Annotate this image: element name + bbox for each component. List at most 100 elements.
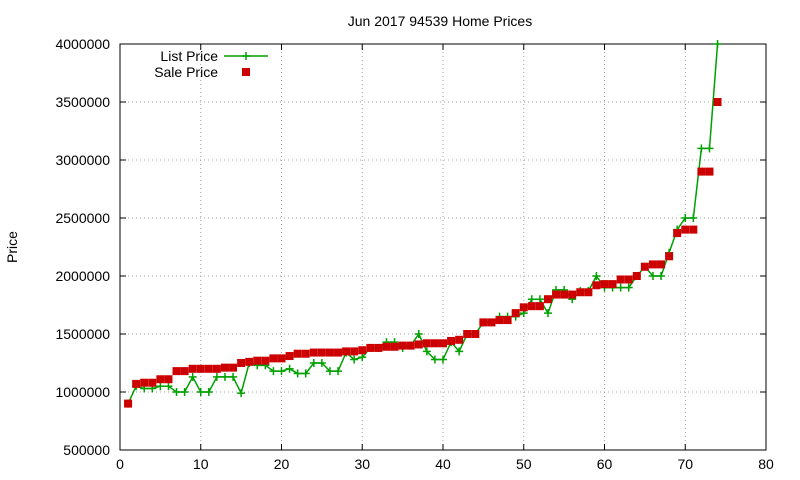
sale-price-point — [245, 357, 254, 366]
y-tick-label: 3000000 — [55, 152, 110, 168]
x-tick-label: 20 — [274, 456, 290, 472]
sale-price-point — [487, 318, 496, 327]
list-price-point — [301, 369, 310, 378]
sale-price-point — [220, 363, 229, 372]
sale-price-point — [309, 348, 318, 357]
list-price-point — [180, 388, 189, 396]
sale-price-point — [261, 356, 270, 365]
sale-price-point — [406, 341, 415, 350]
list-price-point — [212, 372, 221, 381]
legend-item-list-price: List Price — [160, 48, 268, 64]
x-tick-label: 40 — [435, 456, 451, 472]
sale-price-point — [301, 349, 310, 358]
list-price-point — [527, 295, 536, 304]
sale-price-point — [648, 260, 657, 269]
y-tick-label: 2000000 — [55, 268, 110, 284]
list-price-point — [648, 272, 657, 280]
x-tick-label: 30 — [354, 456, 370, 472]
list-price-point — [439, 355, 447, 364]
sale-price-point — [237, 359, 246, 367]
axes: 0 10 20 30 40 50 60 70 80 500000 1000000 1500000 200… — [55, 36, 774, 472]
list-price-point — [422, 347, 431, 356]
list-price-point — [269, 367, 278, 376]
sale-price-point — [132, 379, 141, 388]
series-layer — [124, 40, 722, 408]
sale-price-point — [317, 348, 326, 357]
legend-swatch-marker-list-price — [242, 52, 250, 60]
list-price-point — [293, 369, 302, 378]
sale-price-point — [632, 272, 641, 280]
sale-price-point — [560, 290, 569, 299]
legend-swatch-marker-sale-price — [242, 68, 250, 76]
list-price-point — [455, 347, 464, 356]
x-tick-label: 60 — [597, 456, 613, 472]
sale-price-point — [422, 339, 431, 348]
list-price-point — [543, 309, 552, 318]
list-price-point — [705, 144, 714, 153]
list-price-point — [204, 388, 213, 396]
sale-price-point — [455, 335, 464, 344]
sale-price-point — [164, 375, 173, 384]
legend-label-list-price: List Price — [160, 48, 218, 64]
y-tick-label: 1500000 — [55, 326, 110, 342]
sale-price-point — [366, 343, 375, 352]
sale-price-point — [439, 339, 447, 348]
sale-price-point — [689, 225, 698, 234]
sale-price-point — [156, 375, 165, 384]
x-tick-label: 10 — [193, 456, 209, 472]
list-price-point — [220, 372, 229, 381]
y-tick-label: 1000000 — [55, 384, 110, 400]
list-price-point — [616, 283, 625, 292]
y-tick-label: 500000 — [63, 442, 110, 458]
y-tick-label: 2500000 — [55, 210, 110, 226]
sale-price-point — [673, 229, 682, 238]
sale-price-point — [657, 260, 666, 269]
list-price-point — [188, 372, 197, 381]
list-price-point — [164, 382, 173, 391]
y-tick-label: 3500000 — [55, 94, 110, 110]
sale-price-point — [124, 399, 133, 408]
sale-price-point — [592, 281, 601, 290]
sale-price-point — [568, 290, 577, 299]
sale-price-point — [229, 363, 238, 372]
sale-price-point — [374, 343, 383, 352]
legend-label-sale-price: Sale Price — [154, 64, 218, 80]
sale-price-point — [350, 347, 359, 356]
sale-price-point — [713, 98, 722, 106]
x-tick-label: 80 — [758, 456, 774, 472]
sale-price-point — [277, 354, 286, 363]
sale-price-point — [616, 275, 625, 284]
sale-price-point — [325, 348, 334, 357]
sale-price-point — [180, 367, 189, 376]
sale-price-point — [463, 330, 472, 338]
sale-price-point — [624, 275, 633, 284]
list-price-point — [713, 40, 722, 48]
sale-price-point — [196, 364, 205, 373]
list-price-point — [334, 367, 343, 376]
sale-price-point — [358, 346, 367, 355]
sale-price-point — [576, 288, 585, 297]
list-price-point — [172, 388, 181, 396]
list-price-point — [285, 364, 294, 373]
sale-price-point — [503, 316, 512, 325]
list-price-point — [624, 283, 633, 292]
sale-price-point — [390, 342, 399, 351]
list-price-point — [309, 359, 318, 367]
series-sale-price — [124, 98, 722, 408]
sale-price-point — [293, 349, 302, 358]
x-tick-label: 0 — [116, 456, 124, 472]
list-price-point — [229, 372, 238, 381]
sale-price-point — [535, 302, 544, 311]
sale-price-point — [204, 364, 213, 373]
sale-price-point — [584, 288, 593, 297]
legend-item-sale-price: Sale Price — [154, 64, 250, 80]
list-price-point — [350, 355, 359, 364]
list-price-point — [430, 355, 439, 364]
sale-price-point — [140, 378, 149, 387]
list-price-point — [277, 367, 286, 376]
sale-price-point — [342, 347, 351, 356]
list-price-point — [156, 382, 165, 391]
